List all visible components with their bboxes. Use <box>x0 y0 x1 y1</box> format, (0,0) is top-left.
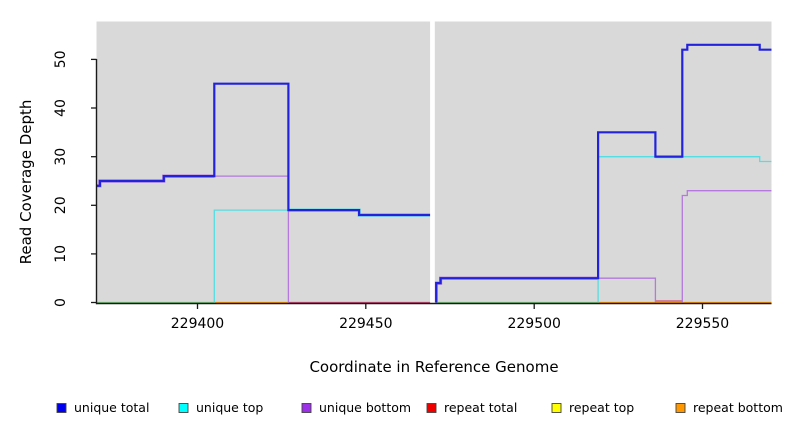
legend-swatch-unique-total <box>56 403 67 413</box>
y-tick-label: 40 <box>53 99 69 117</box>
y-tick-label: 20 <box>53 196 69 214</box>
axes-layer <box>95 59 772 305</box>
legend-swatch-repeat-bottom <box>675 403 686 413</box>
legend-item-unique-bottom: unique bottom <box>301 400 411 415</box>
legend-swatch-unique-top <box>178 403 189 413</box>
series-path-unique-total-left <box>96 82 432 217</box>
series-path-unique-bottom-right-visible <box>681 190 772 303</box>
y-tick-label: 0 <box>53 298 69 307</box>
series-path-unique-total-right <box>435 43 772 303</box>
x-tick-label: 229400 <box>171 316 224 332</box>
legend-label: unique bottom <box>319 400 411 415</box>
x-tick-label: 229550 <box>676 316 729 332</box>
legend-label: repeat top <box>569 400 634 415</box>
legend-item-repeat-bottom: repeat bottom <box>675 400 783 415</box>
legend: unique total unique top unique bottom repea… <box>56 400 783 415</box>
legend-item-repeat-total: repeat total <box>426 400 517 415</box>
no-data-gap <box>430 21 435 304</box>
y-tick-label: 50 <box>53 50 69 68</box>
legend-swatch-repeat-total <box>426 403 437 413</box>
legend-item-repeat-top: repeat top <box>551 400 634 415</box>
series-layer <box>96 43 772 304</box>
legend-swatch-repeat-top <box>551 403 562 413</box>
y-tick-label: 10 <box>53 245 69 263</box>
legend-label: repeat bottom <box>693 400 783 415</box>
x-tick-label: 229500 <box>507 316 560 332</box>
tick-layer: 229400 229450 229500 229550 0 10 20 30 40 50 <box>53 50 729 332</box>
x-axis-title: Coordinate in Reference Genome <box>309 358 558 376</box>
legend-label: repeat total <box>444 400 517 415</box>
legend-label: unique top <box>196 400 263 415</box>
y-tick-label: 30 <box>53 148 69 166</box>
x-tick-label: 229450 <box>339 316 392 332</box>
legend-label: unique total <box>74 400 149 415</box>
gap-layer <box>430 21 435 304</box>
series-path-unique-top-left-visible <box>213 209 289 303</box>
series-path-unique-bottom-mid-visible <box>598 277 657 303</box>
legend-swatch-unique-bottom <box>301 403 312 413</box>
legend-item-unique-top: unique top <box>178 400 263 415</box>
legend-item-unique-total: unique total <box>56 400 149 415</box>
y-axis-title: Read Coverage Depth <box>17 100 35 265</box>
